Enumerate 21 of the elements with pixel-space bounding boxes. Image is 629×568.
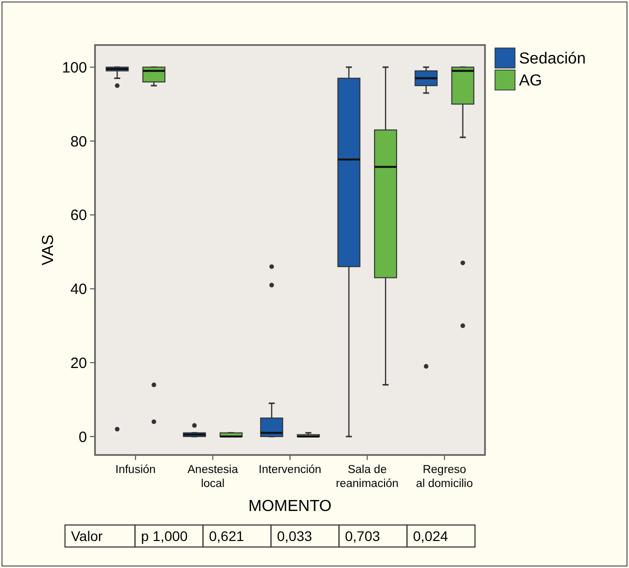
y-tick-label: 80: [70, 133, 87, 150]
x-tick-label: Infusión: [115, 464, 156, 476]
text: 0,703: [345, 528, 380, 544]
y-axis-title: VAS: [40, 234, 57, 266]
x-tick-label: Sala de reanimación: [336, 464, 399, 490]
y-tick-label: 20: [70, 354, 87, 372]
text: Valor: [71, 528, 103, 544]
legend-label: AG: [519, 72, 542, 90]
text: 0,024: [413, 528, 448, 544]
x-tick-label: Intervención: [258, 464, 322, 476]
text: 0,033: [277, 528, 312, 544]
y-tick-label: 0: [78, 428, 87, 446]
text: p 1,000: [141, 528, 188, 544]
y-tick-label: 60: [70, 207, 87, 224]
text: 0,621: [209, 528, 244, 544]
x-axis-title: MOMENTO: [248, 498, 332, 515]
x-tick-label: Anestesia local: [188, 464, 239, 490]
x-tick-label: Regreso al domicilio: [416, 464, 473, 490]
y-tick-label: 100: [62, 59, 87, 76]
legend-label: Sedación: [519, 50, 586, 68]
y-tick-label: 40: [70, 281, 87, 298]
